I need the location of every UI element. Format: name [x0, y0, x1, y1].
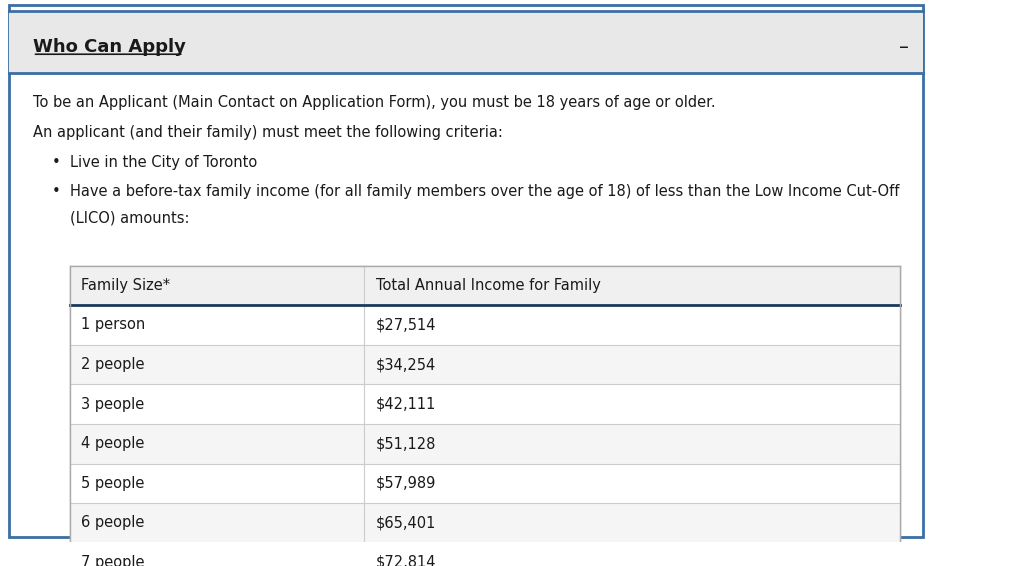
FancyBboxPatch shape — [9, 11, 922, 73]
FancyBboxPatch shape — [9, 6, 922, 537]
FancyBboxPatch shape — [70, 345, 900, 384]
Text: $42,111: $42,111 — [376, 397, 436, 411]
Text: Who Can Apply: Who Can Apply — [33, 38, 186, 56]
Text: Total Annual Income for Family: Total Annual Income for Family — [376, 278, 600, 293]
Text: To be an Applicant (Main Contact on Application Form), you must be 18 years of a: To be an Applicant (Main Contact on Appl… — [33, 95, 715, 110]
Text: 6 people: 6 people — [81, 516, 145, 530]
Text: Family Size*: Family Size* — [81, 278, 170, 293]
Text: 2 people: 2 people — [81, 357, 145, 372]
Text: –: – — [899, 38, 909, 57]
Text: 3 people: 3 people — [81, 397, 145, 411]
FancyBboxPatch shape — [70, 424, 900, 464]
Text: $57,989: $57,989 — [376, 476, 436, 491]
FancyBboxPatch shape — [70, 384, 900, 424]
FancyBboxPatch shape — [70, 305, 900, 345]
FancyBboxPatch shape — [70, 464, 900, 503]
Text: 4 people: 4 people — [81, 436, 145, 451]
Text: 5 people: 5 people — [81, 476, 145, 491]
Text: $27,514: $27,514 — [376, 318, 436, 332]
Text: $34,254: $34,254 — [376, 357, 436, 372]
Text: An applicant (and their family) must meet the following criteria:: An applicant (and their family) must mee… — [33, 125, 503, 140]
Text: (LICO) amounts:: (LICO) amounts: — [70, 211, 190, 225]
Text: Live in the City of Toronto: Live in the City of Toronto — [70, 155, 258, 170]
Text: $65,401: $65,401 — [376, 516, 436, 530]
Text: $51,128: $51,128 — [376, 436, 436, 451]
FancyBboxPatch shape — [70, 503, 900, 543]
FancyBboxPatch shape — [70, 543, 900, 566]
Text: 1 person: 1 person — [81, 318, 146, 332]
Text: 7 people: 7 people — [81, 555, 145, 566]
Text: •: • — [51, 155, 60, 170]
FancyBboxPatch shape — [70, 265, 900, 566]
Text: •: • — [51, 185, 60, 199]
Text: $72,814: $72,814 — [376, 555, 436, 566]
Text: Have a before-tax family income (for all family members over the age of 18) of l: Have a before-tax family income (for all… — [70, 185, 899, 199]
FancyBboxPatch shape — [70, 265, 900, 305]
